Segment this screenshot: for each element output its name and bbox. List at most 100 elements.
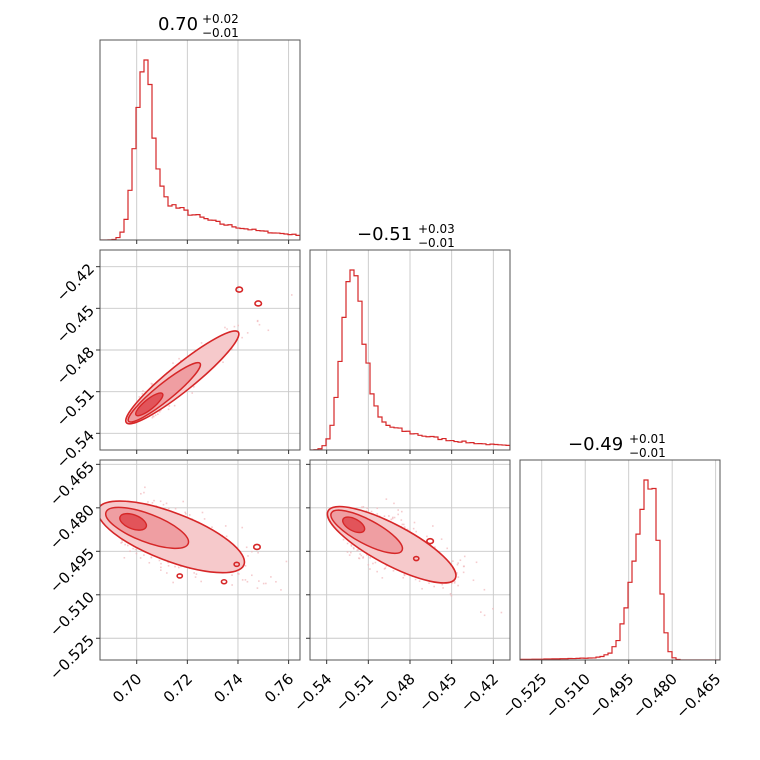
sample-point — [462, 565, 465, 568]
sample-point — [160, 566, 162, 569]
sample-point — [442, 587, 444, 589]
sample-point — [463, 555, 466, 558]
sample-point — [350, 551, 352, 554]
sample-point — [154, 414, 157, 417]
sample-point — [173, 404, 176, 407]
sample-point — [348, 554, 351, 556]
sample-point — [121, 539, 123, 542]
sample-point — [449, 592, 452, 595]
sample-point — [360, 506, 363, 509]
tick-label-x: 0.72 — [160, 670, 196, 706]
histogram-panel-param-1 — [309, 249, 511, 454]
sample-point — [360, 554, 363, 557]
sample-point — [383, 515, 386, 518]
sample-point — [385, 564, 388, 567]
sample-point — [167, 564, 170, 567]
sample-point — [132, 547, 134, 550]
sample-point — [403, 526, 406, 528]
contour-island — [220, 578, 228, 585]
sample-point — [362, 505, 365, 508]
sample-point — [451, 582, 453, 585]
title-median: −0.51 — [357, 224, 412, 245]
histogram-step — [310, 269, 510, 450]
sample-point — [393, 516, 396, 519]
tick-label-y: −0.48 — [53, 343, 98, 388]
axes-frame — [99, 459, 301, 661]
sample-point — [143, 554, 145, 556]
sample-point — [157, 413, 159, 415]
sample-point — [151, 383, 154, 385]
sample-point — [350, 544, 353, 546]
sample-point — [193, 572, 195, 574]
sample-point — [188, 514, 191, 516]
sample-point — [151, 502, 154, 504]
title-param-0: 0.70 +0.02 −0.01 — [158, 12, 239, 40]
sample-point — [415, 530, 417, 533]
sample-point — [142, 390, 144, 392]
sample-point — [138, 396, 141, 398]
tick-label-x: −0.465 — [672, 670, 724, 722]
sample-point — [246, 332, 249, 334]
sample-point — [165, 502, 168, 505]
sample-point — [453, 580, 456, 583]
sample-point — [369, 568, 371, 570]
sample-point — [457, 584, 459, 587]
sample-point — [141, 392, 144, 395]
tick-label-x: −0.495 — [585, 670, 637, 722]
tick-label-x: −0.42 — [457, 670, 502, 715]
sample-point — [230, 348, 233, 350]
sample-point — [167, 561, 169, 564]
sample-point — [412, 527, 415, 530]
sample-point — [244, 579, 247, 581]
sample-point — [462, 571, 465, 574]
sample-point — [402, 576, 405, 579]
tick-label-y: −0.495 — [46, 545, 98, 597]
sample-point — [222, 361, 224, 364]
sample-point — [369, 557, 371, 559]
sample-point — [162, 503, 165, 506]
sample-point — [144, 486, 146, 489]
sample-point — [376, 507, 379, 510]
contour-island — [235, 286, 244, 293]
sample-point — [265, 582, 267, 585]
sample-point — [203, 518, 206, 520]
sample-point — [414, 578, 417, 581]
sample-point — [413, 521, 416, 524]
sample-point — [397, 509, 399, 511]
tick-label-x: −0.525 — [499, 670, 551, 722]
sample-point — [401, 523, 404, 526]
sample-point — [426, 535, 428, 538]
sample-point — [237, 573, 240, 575]
sample-point — [362, 556, 365, 558]
sample-point — [245, 546, 248, 549]
contour-island — [176, 573, 184, 579]
sample-point — [152, 415, 155, 418]
sample-point — [121, 541, 123, 544]
contour-island — [252, 543, 262, 551]
sample-point — [356, 549, 358, 552]
sample-point — [143, 491, 145, 494]
sample-point — [159, 500, 162, 503]
sample-point — [224, 525, 227, 527]
title-upper-error: +0.01 — [629, 432, 666, 446]
sample-point — [174, 565, 176, 568]
sample-point — [129, 550, 131, 553]
sample-point — [434, 546, 436, 548]
sample-point — [194, 576, 197, 578]
sample-point — [120, 542, 122, 544]
sample-point — [366, 507, 368, 510]
axes-frame — [519, 459, 721, 661]
sample-point — [147, 501, 149, 503]
contour-level — [127, 361, 202, 423]
sample-point — [418, 580, 421, 582]
tick-label-x: 0.70 — [109, 670, 145, 706]
sample-point — [367, 563, 370, 566]
title-median: −0.49 — [568, 434, 623, 455]
sample-point — [432, 525, 434, 527]
tick-label-x: −0.45 — [415, 670, 460, 715]
sample-point — [153, 499, 155, 502]
sample-point — [224, 326, 226, 329]
sample-point — [168, 507, 170, 510]
sample-point — [453, 582, 456, 584]
